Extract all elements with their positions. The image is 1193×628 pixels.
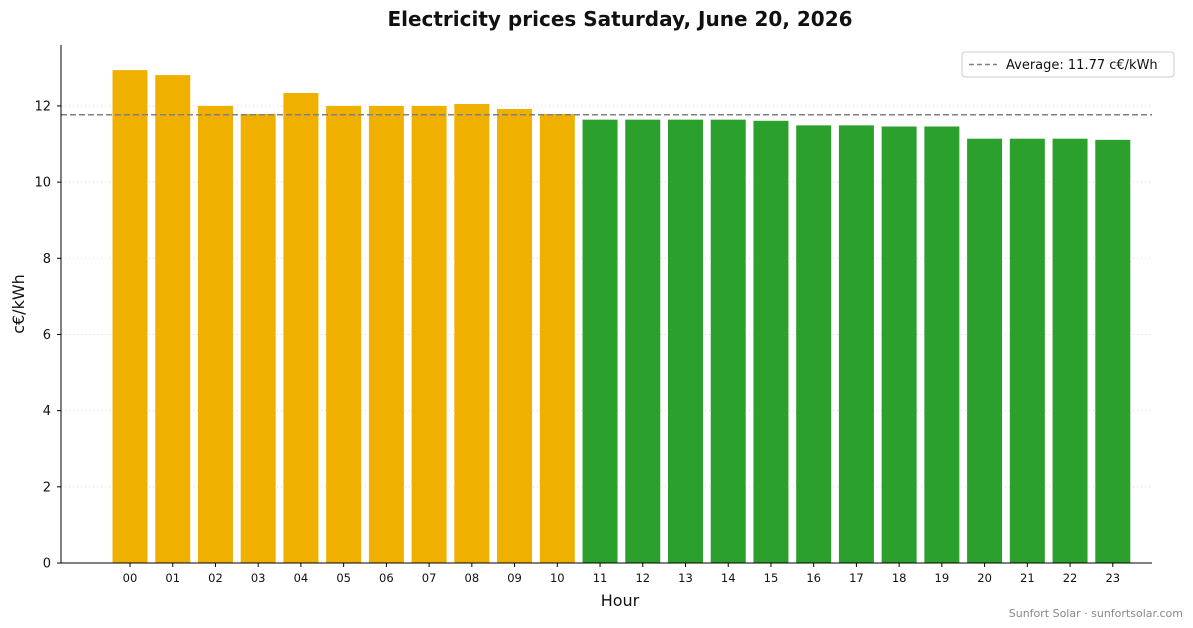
x-tick-label: 05: [336, 571, 351, 585]
x-tick-label: 22: [1063, 571, 1078, 585]
bars: [112, 70, 1131, 564]
x-tick-label: 12: [635, 571, 650, 585]
legend-box: [961, 51, 1175, 78]
bar-hour-00: [112, 70, 148, 563]
x-tick-label: 07: [422, 571, 437, 585]
x-tick-label: 16: [806, 571, 821, 585]
bar-hour-02: [197, 105, 233, 564]
bar-hour-14: [710, 119, 746, 563]
chart-title: Electricity prices Saturday, June 20, 20…: [387, 7, 852, 31]
x-tick-label: 17: [849, 571, 864, 585]
x-tick-label: 00: [123, 571, 138, 585]
x-tick-label: 09: [507, 571, 522, 585]
bar-hour-13: [667, 119, 703, 563]
x-tick-label: 18: [892, 571, 907, 585]
bar-hour-05: [326, 105, 362, 564]
legend: Average: 11.77 c€/kWh: [961, 51, 1175, 78]
x-tick-label: 06: [379, 571, 394, 585]
bar-hour-11: [582, 119, 618, 563]
bar-hour-10: [539, 113, 575, 564]
x-tick-label: 23: [1105, 571, 1120, 585]
x-tick-label: 19: [935, 571, 950, 585]
y-tick-label: 0: [43, 557, 51, 572]
bar-hour-04: [283, 92, 319, 563]
bar-hour-03: [240, 113, 276, 564]
bar-hour-06: [368, 105, 404, 564]
x-axis-label: Hour: [601, 591, 640, 610]
x-tick-label: 14: [721, 571, 736, 585]
axes: [60, 45, 1152, 564]
bar-hour-07: [411, 105, 447, 564]
bar-hour-17: [838, 125, 874, 563]
bar-hour-16: [796, 125, 832, 563]
legend-average-label: Average: 11.77 c€/kWh: [1006, 58, 1158, 73]
x-tick-label: 21: [1020, 571, 1035, 585]
bar-hour-18: [881, 126, 917, 564]
x-tick-label: 02: [208, 571, 223, 585]
bar-hour-15: [753, 120, 789, 563]
bar-hour-20: [967, 138, 1003, 563]
x-tick-label: 15: [764, 571, 779, 585]
y-ticks: 0 2 4 6 8 10 12: [34, 99, 61, 572]
bar-hour-08: [454, 104, 490, 563]
bar-hour-09: [497, 108, 533, 564]
bar-hour-12: [625, 119, 661, 563]
credit-text: Sunfort Solar · sunfortsolar.com: [1009, 607, 1183, 620]
x-tick-label: 03: [251, 571, 266, 585]
y-tick-label: 8: [43, 252, 51, 267]
y-tick-label: 2: [43, 480, 51, 495]
x-tick-label: 20: [977, 571, 992, 585]
y-tick-label: 4: [43, 404, 51, 419]
bar-hour-19: [924, 126, 960, 564]
y-tick-label: 12: [34, 99, 51, 114]
x-tick-label: 10: [550, 571, 565, 585]
x-ticks: 00 01 02 03 04 05 06 07 08 09 10 11 12 13 14 15 16 17 18 19…: [123, 563, 1120, 585]
y-axis-label: c€/kWh: [9, 274, 28, 334]
y-tick-label: 10: [34, 176, 51, 191]
x-tick-label: 11: [593, 571, 608, 585]
x-tick-label: 01: [165, 571, 180, 585]
bar-hour-23: [1095, 139, 1131, 563]
x-tick-label: 04: [294, 571, 309, 585]
y-tick-label: 6: [43, 328, 51, 343]
bar-hour-01: [155, 75, 191, 563]
bar-hour-22: [1052, 138, 1088, 563]
x-tick-label: 08: [465, 571, 480, 585]
bar-hour-21: [1009, 138, 1045, 563]
x-tick-label: 13: [678, 571, 693, 585]
